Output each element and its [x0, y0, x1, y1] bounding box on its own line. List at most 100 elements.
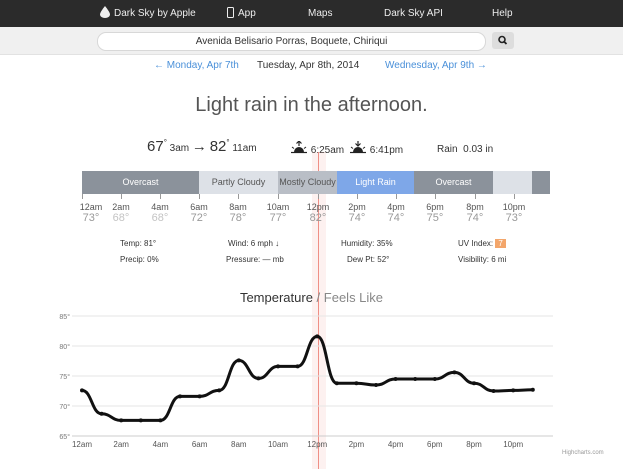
- humidity-stat: Humidity: 35%: [341, 239, 393, 248]
- raindrop-icon: [100, 6, 110, 18]
- wind-stat: Wind: 6 mph ↓: [228, 239, 279, 248]
- top-nav: Dark Sky by Apple App Maps Dark Sky API …: [0, 0, 623, 27]
- current-date: Tuesday, Apr 8th, 2014: [257, 60, 360, 71]
- uv-stat: UV Index: 7: [458, 239, 506, 248]
- stat-label: Wind:: [228, 239, 249, 248]
- hour-label: 2pm: [348, 202, 366, 212]
- condition-segment[interactable]: Overcast: [414, 171, 493, 194]
- hour-temp: 73°: [505, 212, 523, 224]
- hour-temp: 72°: [190, 212, 208, 224]
- hour-tick: [357, 194, 358, 199]
- temp-range: 67° 3am → 82° 11am: [147, 138, 257, 155]
- sunset: 6:41pm: [349, 141, 403, 156]
- nav-app[interactable]: App: [227, 0, 256, 27]
- condition-segment[interactable]: Partly Cloudy: [199, 171, 278, 194]
- hour-temp: 68°: [112, 212, 130, 224]
- condition-segment[interactable]: [532, 171, 550, 194]
- hour-label: 6am: [190, 202, 208, 212]
- condition-label: Light Rain: [355, 177, 396, 187]
- stat-value: 52°: [377, 255, 390, 264]
- hour-tick: [199, 194, 200, 199]
- x-tick-label: 4pm: [388, 440, 404, 449]
- stat-value: 6 mi: [491, 255, 507, 264]
- brand-link[interactable]: Dark Sky by Apple: [100, 0, 196, 27]
- hour-label: 6pm: [426, 202, 444, 212]
- y-tick-label: 85°: [59, 313, 70, 321]
- hour-temp: 74°: [466, 212, 484, 224]
- temperature-point: [511, 388, 516, 393]
- hour-tick: [396, 194, 397, 199]
- x-tick-label: 12am: [72, 440, 92, 449]
- x-tick-label: 2am: [113, 440, 129, 449]
- condition-label: Overcast: [435, 177, 472, 187]
- low-temp: 67: [147, 138, 164, 155]
- rain-total: Rain 0.03 in: [437, 144, 493, 155]
- y-tick-label: 80°: [59, 343, 70, 351]
- temperature-point: [491, 389, 496, 393]
- nav-help[interactable]: Help: [492, 8, 513, 19]
- stat-label: UV Index:: [458, 239, 494, 248]
- hour-temp: 78°: [229, 212, 247, 224]
- x-tick-label: 8pm: [466, 440, 482, 449]
- condition-label: Overcast: [122, 177, 159, 187]
- chart-credit[interactable]: Highcharts.com: [562, 450, 604, 456]
- stat-label: Humidity:: [341, 239, 375, 248]
- hour-label: 8am: [229, 202, 247, 212]
- degree-symbol: °: [163, 138, 167, 147]
- temperature-point: [256, 376, 261, 381]
- temperature-chart: 65° 70° 75° 80° 85° 12am 2am 4am 6am 8am 10am 12pm 2…: [59, 313, 553, 449]
- location-search-input[interactable]: Avenida Belisario Porras, Boquete, Chiri…: [97, 32, 486, 51]
- hour-tick: [318, 194, 319, 199]
- x-tick-label: 6am: [192, 440, 208, 449]
- chart-title-feels-like[interactable]: Feels Like: [323, 290, 384, 305]
- degree-symbol: °: [226, 138, 230, 147]
- x-tick-label: 4am: [153, 440, 169, 449]
- hour-label: 8pm: [466, 202, 484, 212]
- x-tick-label: 2pm: [349, 440, 365, 449]
- hour-temp: 75°: [426, 212, 444, 224]
- temperature-point: [432, 377, 437, 381]
- hour-tick: [121, 194, 122, 199]
- next-day-link[interactable]: Wednesday, Apr 9th →: [385, 60, 487, 71]
- visibility-stat: Visibility: 6 mi: [458, 255, 506, 264]
- sunrise: 6:25am: [290, 140, 344, 156]
- chart-title-temperature[interactable]: Temperature: [239, 290, 313, 305]
- condition-segment[interactable]: [493, 171, 532, 194]
- temperature-point: [236, 358, 241, 363]
- condition-segment[interactable]: Overcast: [82, 171, 199, 194]
- y-tick-label: 65°: [59, 433, 70, 441]
- range-arrow: →: [191, 138, 207, 155]
- stat-value: 0%: [147, 255, 159, 264]
- condition-label: Partly Cloudy: [211, 177, 266, 187]
- hour-temp: 73°: [82, 212, 100, 224]
- uv-badge: 7: [495, 239, 506, 248]
- hour-label: 4am: [151, 202, 169, 212]
- prev-day-link[interactable]: ← Monday, Apr 7th: [154, 60, 239, 71]
- condition-segment[interactable]: Mostly Cloudy: [278, 171, 337, 194]
- stat-value: 6 mph ↓: [250, 239, 280, 248]
- rain-label: Rain: [437, 144, 458, 155]
- hour-temp: 82°: [309, 212, 327, 224]
- hour-tick: [278, 194, 279, 199]
- stat-value: — mb: [262, 255, 284, 264]
- stat-label: Dew Pt:: [347, 255, 376, 264]
- hour-label: 4pm: [387, 202, 405, 212]
- temperature-point: [99, 411, 104, 416]
- temperature-point: [413, 377, 418, 381]
- stat-label: Temp:: [120, 239, 142, 248]
- temperature-point: [158, 418, 163, 423]
- search-button[interactable]: [492, 32, 514, 49]
- high-temp: 82: [209, 138, 227, 155]
- temperature-point: [217, 388, 222, 393]
- nav-maps[interactable]: Maps: [308, 8, 333, 19]
- condition-segment[interactable]: Light Rain: [337, 171, 414, 194]
- precip-stat: Precip: 0%: [120, 255, 159, 264]
- x-tick-label: 6pm: [427, 440, 443, 449]
- y-tick-label: 70°: [59, 403, 70, 411]
- brand-label: Dark Sky by Apple: [114, 8, 196, 19]
- temperature-point: [315, 334, 320, 339]
- chart-title-separator: /: [312, 290, 324, 305]
- temperature-point: [119, 418, 124, 423]
- sunset-icon: [350, 141, 366, 154]
- nav-api[interactable]: Dark Sky API: [384, 8, 443, 19]
